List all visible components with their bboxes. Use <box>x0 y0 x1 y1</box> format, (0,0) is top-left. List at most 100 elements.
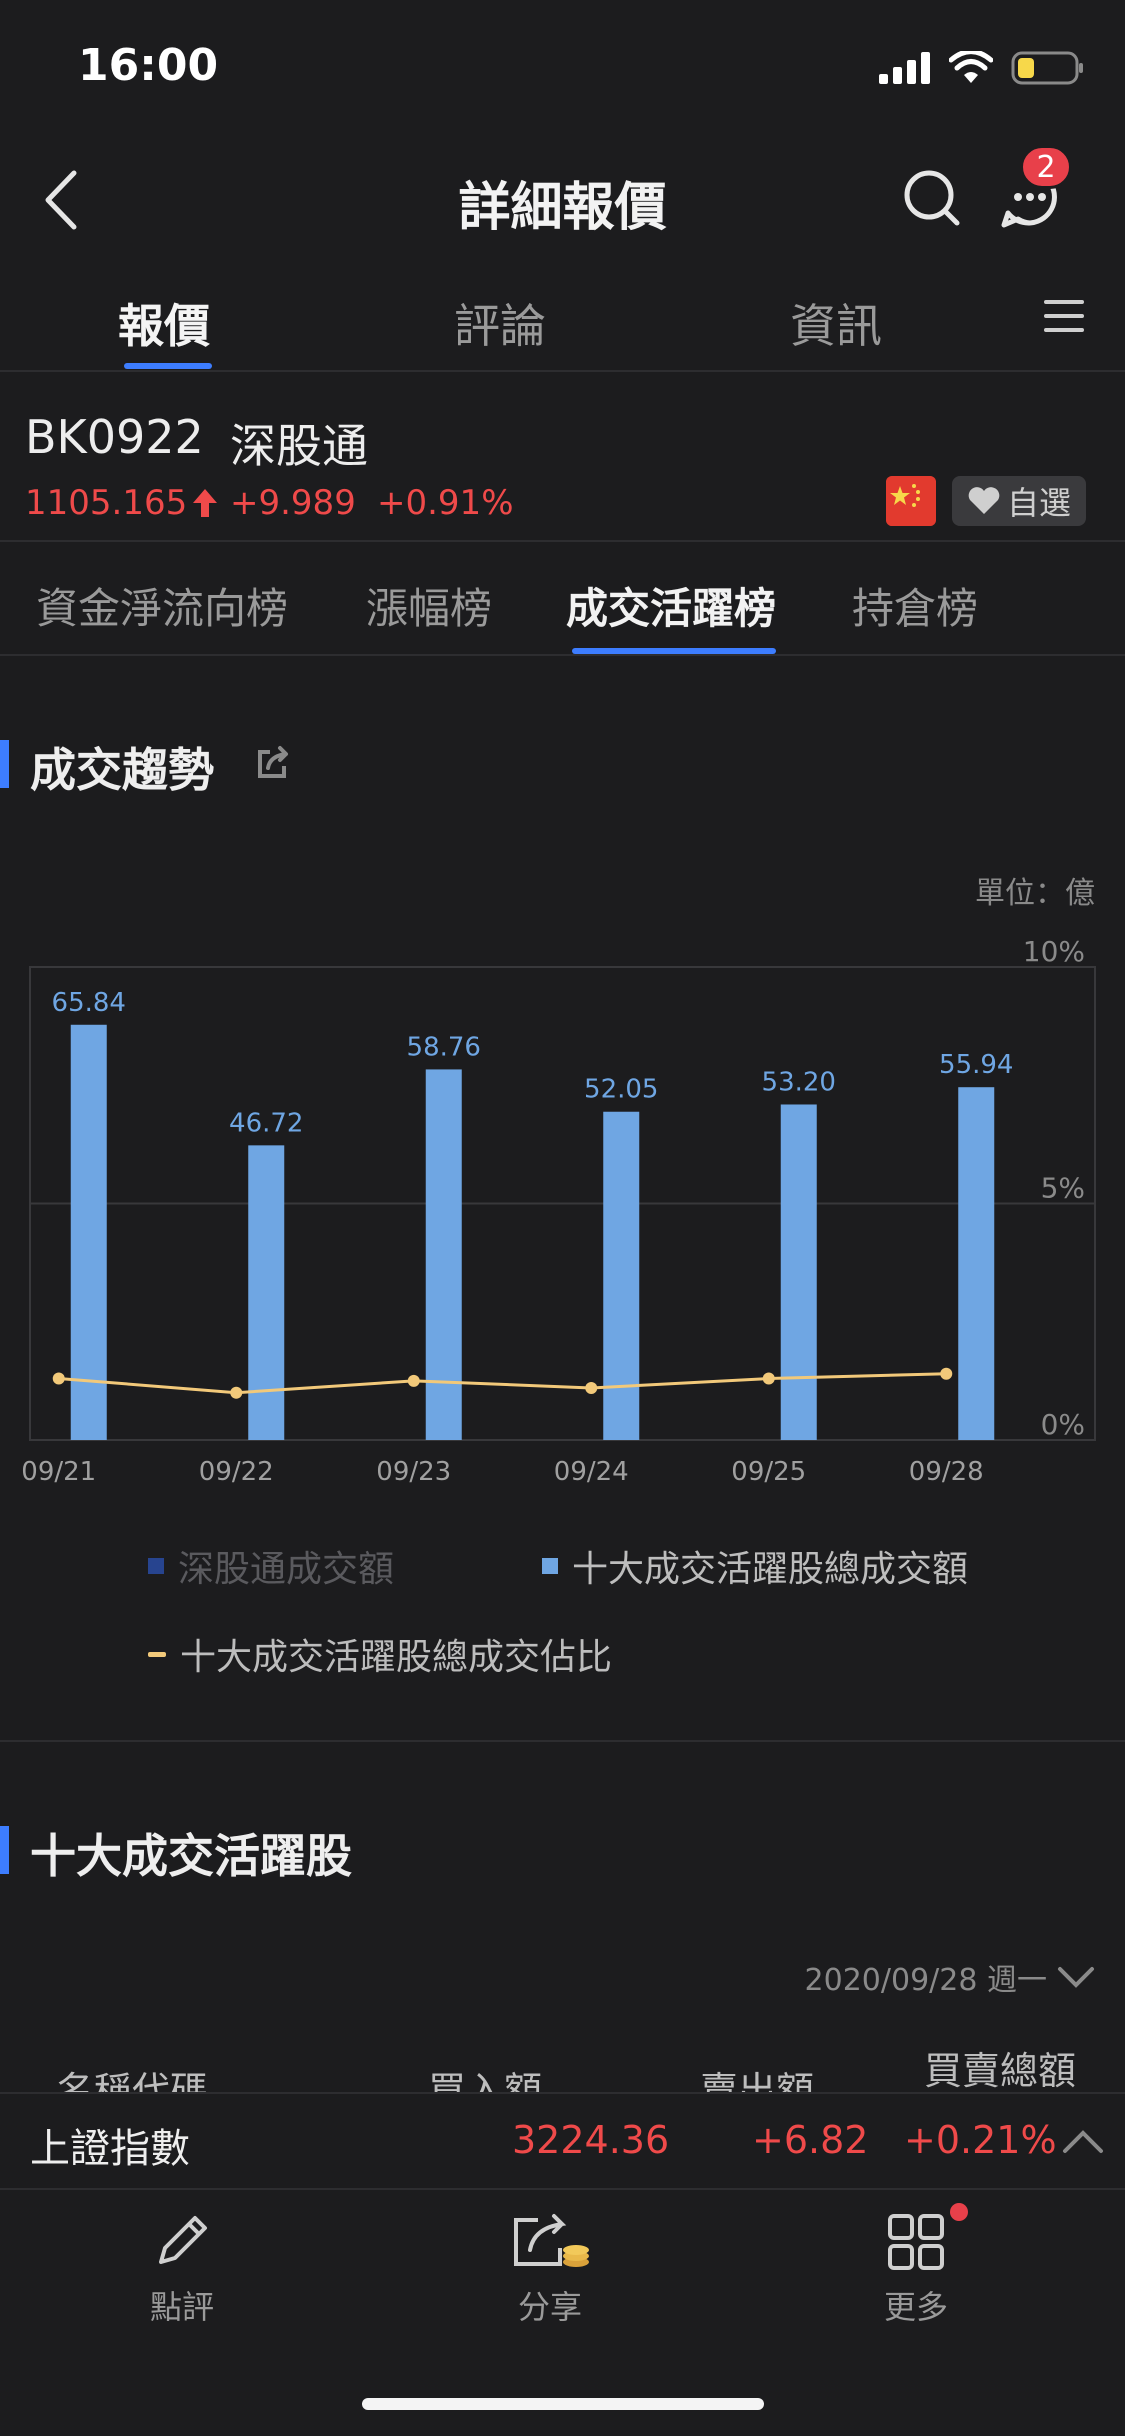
ratio-point <box>585 1381 598 1394</box>
stock-name: 深股通 <box>230 419 368 473</box>
legend-label: 十大成交活躍股總成交額 <box>572 1549 969 1590</box>
tab-gainers[interactable]: 漲幅榜 <box>366 584 493 633</box>
date-picker[interactable]: 2020/09/28 週一 <box>805 1955 1095 1999</box>
bar <box>70 1024 107 1440</box>
notification-dot <box>950 2203 968 2221</box>
bar <box>248 1145 285 1440</box>
bar <box>958 1087 995 1440</box>
home-indicator[interactable] <box>362 2398 764 2410</box>
x-tick-label: 09/23 <box>376 1457 451 1487</box>
more-button[interactable]: 更多 <box>816 2210 1016 2328</box>
bar-value-label: 52.05 <box>584 1075 658 1105</box>
divider <box>0 654 1125 656</box>
legend-top10-volume[interactable]: 十大成交活躍股總成交額 <box>542 1540 968 1592</box>
y-right-tick-label: 10% <box>1023 935 1085 968</box>
divider <box>0 370 1125 372</box>
x-tick-label: 09/22 <box>199 1457 274 1487</box>
ratio-point <box>762 1372 775 1385</box>
stock-code: BK0922 <box>25 410 204 464</box>
sub-tab-bar <box>0 546 1125 656</box>
legend-swatch <box>542 1558 558 1574</box>
ratio-point <box>52 1372 65 1385</box>
unit-label: 單位：億 <box>975 876 1095 911</box>
tab-comments[interactable]: 評論 <box>454 299 546 353</box>
bar <box>603 1111 640 1440</box>
search-icon[interactable] <box>902 168 962 228</box>
top10-section-title: 十大成交活躍股 <box>30 1829 352 1883</box>
signal-icon <box>879 52 930 84</box>
china-flag-icon <box>886 476 936 526</box>
status-icons <box>879 48 1085 88</box>
favorite-label: 自選 <box>1006 484 1071 522</box>
index-ticker-bar[interactable] <box>0 2092 1125 2190</box>
bar <box>425 1069 462 1440</box>
bar-value-label: 55.94 <box>939 1050 1013 1080</box>
bar-value-label: 46.72 <box>229 1108 303 1138</box>
trend-section-title: 成交趨勢 <box>30 743 214 797</box>
legend-sgt-volume[interactable]: 深股通成交額 <box>148 1540 394 1592</box>
tool-label: 更多 <box>883 2288 948 2326</box>
bar <box>780 1104 817 1440</box>
battery-icon <box>1011 51 1083 85</box>
tool-label: 分享 <box>517 2288 582 2326</box>
index-change-pct: +0.21% <box>904 2118 1057 2162</box>
ratio-point <box>407 1374 420 1387</box>
active-tab-indicator <box>124 363 212 369</box>
tab-holdings[interactable]: 持倉榜 <box>852 584 979 633</box>
index-change: +6.82 <box>752 2118 869 2162</box>
section-accent <box>0 1826 9 1874</box>
ratio-line <box>58 1372 947 1395</box>
wifi-icon <box>949 51 993 83</box>
arrow-up-icon <box>193 489 218 517</box>
tab-most-active[interactable]: 成交活躍榜 <box>566 584 777 633</box>
stock-change-pct: +0.91% <box>377 483 514 523</box>
y-right-tick-label: 5% <box>1041 1172 1085 1205</box>
stock-change: +9.989 <box>230 483 356 523</box>
tab-quote[interactable]: 報價 <box>118 299 210 353</box>
x-tick-label: 09/28 <box>909 1457 984 1487</box>
bar-value-label: 53.20 <box>762 1067 836 1097</box>
bar-value-label: 65.84 <box>52 988 126 1018</box>
bar-value-label: 58.76 <box>407 1032 481 1062</box>
legend-label: 深股通成交額 <box>178 1549 395 1590</box>
comment-button[interactable]: 點評 <box>82 2210 282 2328</box>
selected-date: 2020/09/28 週一 <box>804 1963 1047 1998</box>
tab-net-flow[interactable]: 資金淨流向榜 <box>36 584 289 633</box>
share-button[interactable]: 分享 <box>450 2210 650 2328</box>
chevron-down-icon <box>1058 1967 1094 1988</box>
grid-icon <box>888 2214 944 2270</box>
ratio-point <box>230 1386 243 1399</box>
tab-news[interactable]: 資訊 <box>790 299 882 353</box>
divider <box>0 1740 1125 1742</box>
back-button[interactable] <box>38 165 88 235</box>
stock-price: 1105.165 <box>25 483 188 523</box>
col-header-total[interactable]: 買賣總額 <box>924 2049 1077 2093</box>
divider <box>0 540 1125 542</box>
active-sub-tab-indicator <box>572 648 776 654</box>
trend-chart: 10% 5% 0% 65.84 09/21 46.72 09/22 58.76 09/23 52.… <box>21 935 1096 1487</box>
legend-swatch <box>148 1651 166 1657</box>
share-icon <box>514 2214 589 2267</box>
pencil-icon <box>159 2216 207 2264</box>
menu-icon[interactable] <box>1044 298 1084 334</box>
x-tick-label: 09/24 <box>554 1457 629 1487</box>
index-name: 上證指數 <box>30 2126 190 2172</box>
page-title: 詳細報價 <box>458 178 667 238</box>
message-badge: 2 <box>1020 145 1072 189</box>
legend-label: 十大成交活躍股總成交佔比 <box>180 1637 613 1678</box>
chevron-up-icon[interactable] <box>1062 2128 1104 2154</box>
index-value: 3224.36 <box>512 2118 670 2162</box>
x-tick-label: 09/21 <box>21 1457 96 1487</box>
x-tick-label: 09/25 <box>731 1457 806 1487</box>
ratio-point <box>940 1367 953 1380</box>
legend-swatch <box>148 1558 164 1574</box>
stock-price-group: 1105.165 <box>25 483 219 523</box>
favorite-button[interactable]: 自選 <box>952 476 1086 526</box>
section-accent <box>0 740 9 788</box>
status-time: 16:00 <box>78 40 219 91</box>
share-chart-icon[interactable] <box>256 744 292 780</box>
legend-top10-ratio[interactable]: 十大成交活躍股總成交佔比 <box>148 1628 612 1680</box>
y-right-tick-label: 0% <box>1041 1408 1085 1441</box>
heart-icon <box>968 487 1000 514</box>
tool-label: 點評 <box>149 2288 214 2326</box>
